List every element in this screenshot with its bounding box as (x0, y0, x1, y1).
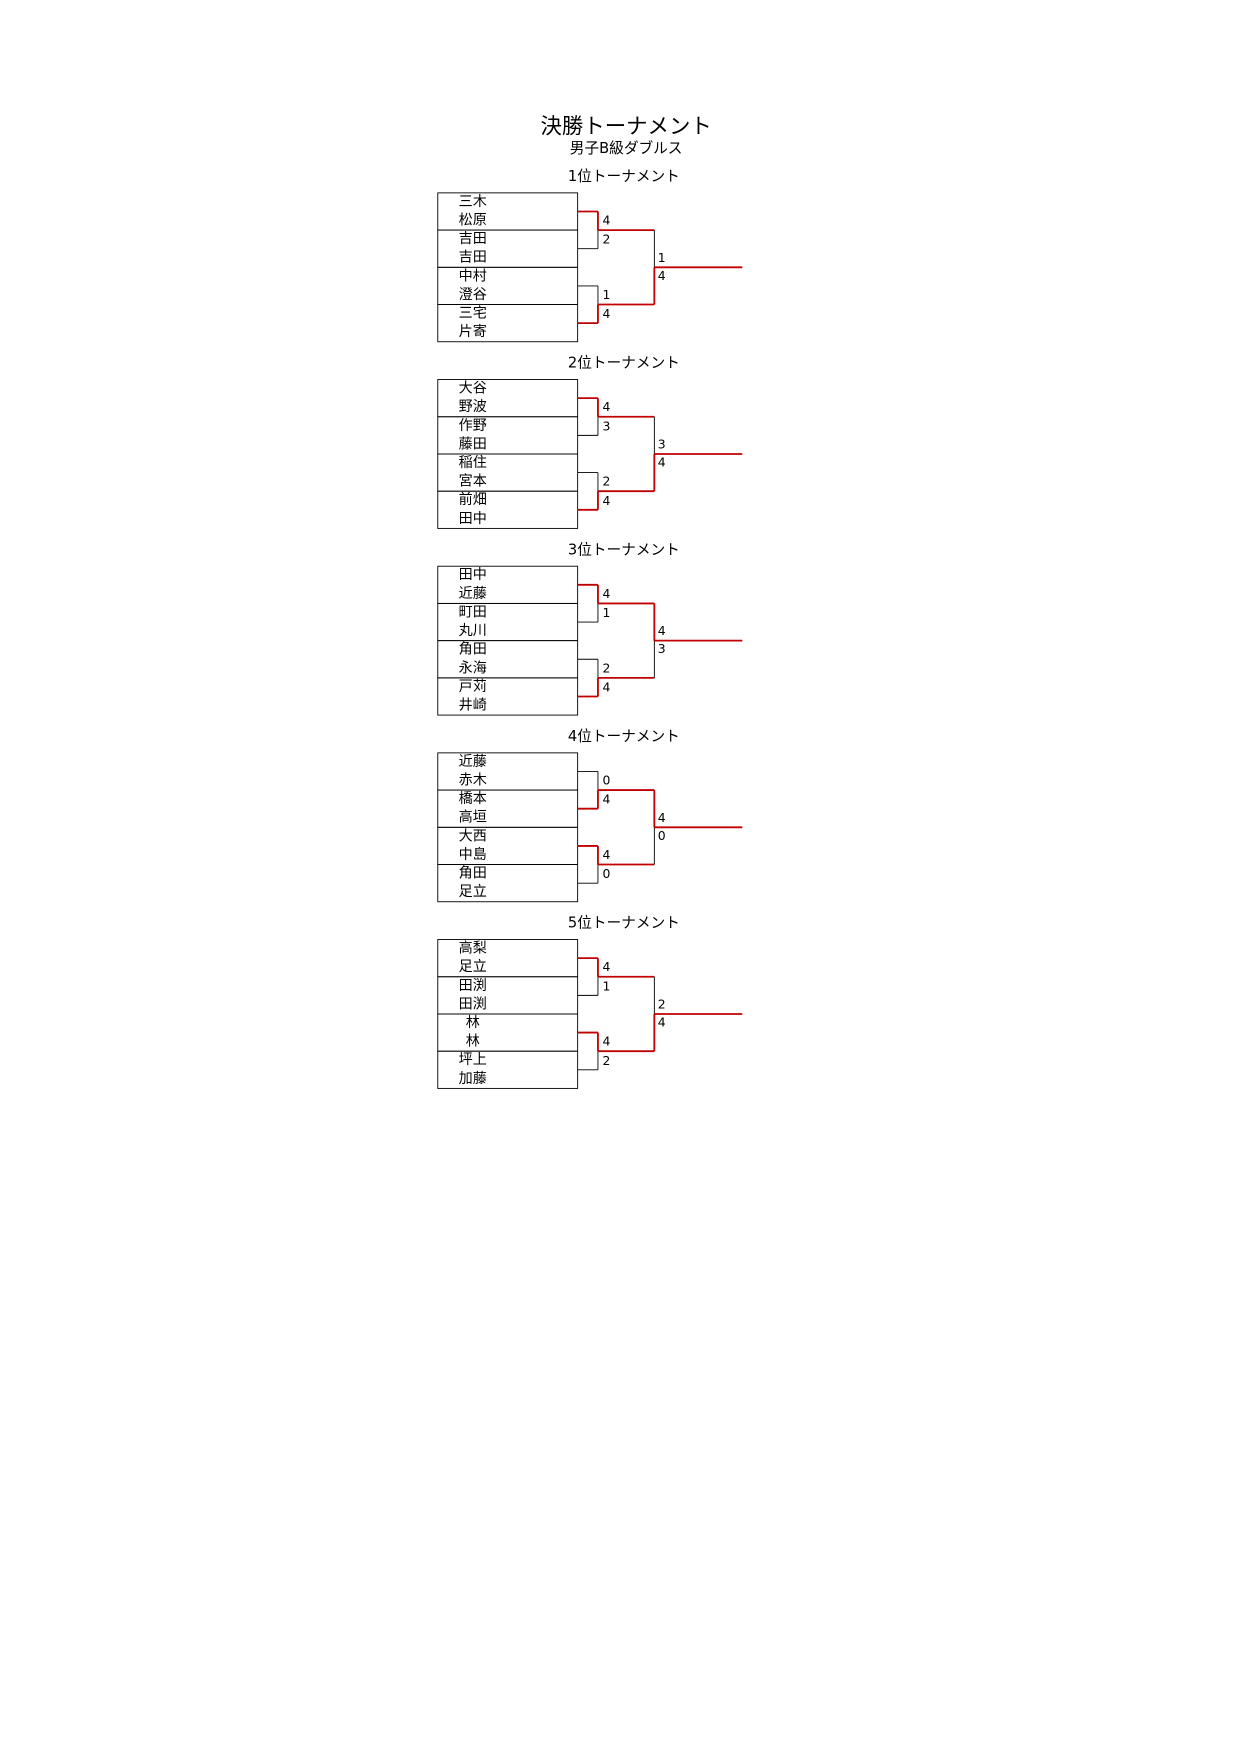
player-name: 高垣 (459, 809, 487, 826)
player-name: 角田 (459, 866, 487, 882)
bracket-title: 2位トーナメント (568, 355, 680, 372)
player-name: 吉田 (459, 250, 487, 266)
player-name: 稲住 (459, 455, 487, 471)
player-name: 赤木 (459, 773, 487, 789)
player-name: 林 (466, 1015, 480, 1031)
final-score: 3 (658, 436, 666, 451)
player-name: 永海 (459, 660, 487, 676)
score: 4 (602, 959, 610, 974)
team-box (437, 304, 579, 343)
player-name: 田渕 (459, 996, 487, 1012)
player-name: 加藤 (459, 1071, 487, 1087)
player-name: 中村 (459, 268, 487, 284)
player-name: 藤田 (459, 436, 487, 452)
player-name: 野波 (459, 399, 487, 415)
player-name: 宮本 (459, 474, 487, 490)
score: 0 (602, 866, 610, 881)
team-box (437, 1013, 579, 1052)
score: 2 (602, 474, 610, 489)
score: 0 (602, 773, 610, 788)
score: 4 (602, 847, 610, 862)
player-name: 高梨 (459, 940, 487, 957)
subtitle: 男子B級ダブルス (570, 139, 683, 157)
final-score: 2 (658, 996, 666, 1011)
player-name: 近藤 (459, 754, 487, 770)
score: 1 (602, 605, 610, 620)
score: 4 (602, 1034, 610, 1049)
player-name: 三木 (459, 194, 487, 210)
team-box (437, 1050, 579, 1089)
player-name: 井崎 (459, 697, 487, 713)
bracket-title: 4位トーナメント (568, 728, 680, 745)
player-name: 町田 (459, 604, 487, 620)
score: 4 (602, 792, 610, 807)
player-name: 田中 (459, 567, 487, 583)
player-name: 大谷 (459, 381, 487, 397)
player-name: 中島 (459, 847, 487, 863)
score: 2 (602, 660, 610, 675)
score: 4 (602, 306, 610, 321)
bracket-title: 3位トーナメント (568, 541, 680, 558)
final-score: 1 (658, 250, 666, 265)
score: 4 (602, 493, 610, 508)
final-score: 4 (658, 268, 666, 283)
player-name: 吉田 (459, 231, 487, 247)
player-name: 足立 (459, 959, 487, 975)
score: 2 (602, 1053, 610, 1068)
bracket-title: 1位トーナメント (568, 168, 680, 185)
team-box (437, 677, 579, 716)
player-name: 作野 (459, 418, 487, 434)
player-name: 角田 (459, 642, 487, 658)
player-name: 澄谷 (459, 287, 487, 303)
score: 4 (602, 680, 610, 695)
final-score: 4 (658, 623, 666, 638)
score: 1 (602, 287, 610, 302)
score: 2 (602, 232, 610, 247)
score: 3 (602, 418, 610, 433)
player-name: 大西 (459, 828, 487, 844)
final-score: 4 (658, 1014, 666, 1029)
player-name: 戸苅 (459, 678, 487, 695)
score: 4 (602, 586, 610, 601)
final-score: 0 (658, 828, 666, 843)
player-name: 松原 (459, 213, 487, 229)
player-name: 前畑 (459, 491, 487, 508)
title: 決勝トーナメント (541, 114, 712, 139)
player-name: 丸川 (459, 623, 487, 639)
team-box (437, 490, 579, 529)
player-name: 坪上 (459, 1052, 487, 1068)
player-name: 田渕 (459, 978, 487, 994)
final-score: 3 (658, 641, 666, 656)
score: 1 (602, 978, 610, 993)
player-name: 田中 (459, 511, 487, 527)
score: 4 (602, 399, 610, 414)
player-name: 足立 (459, 884, 487, 900)
player-name: 三宅 (459, 306, 487, 322)
final-score: 4 (658, 810, 666, 825)
player-name: 片寄 (459, 323, 487, 340)
final-score: 4 (658, 454, 666, 469)
team-box (437, 864, 579, 903)
player-name: 林 (466, 1034, 480, 1050)
player-name: 橋本 (459, 791, 487, 807)
player-name: 近藤 (459, 586, 487, 602)
bracket-title: 5位トーナメント (568, 915, 680, 932)
score: 4 (602, 213, 610, 228)
